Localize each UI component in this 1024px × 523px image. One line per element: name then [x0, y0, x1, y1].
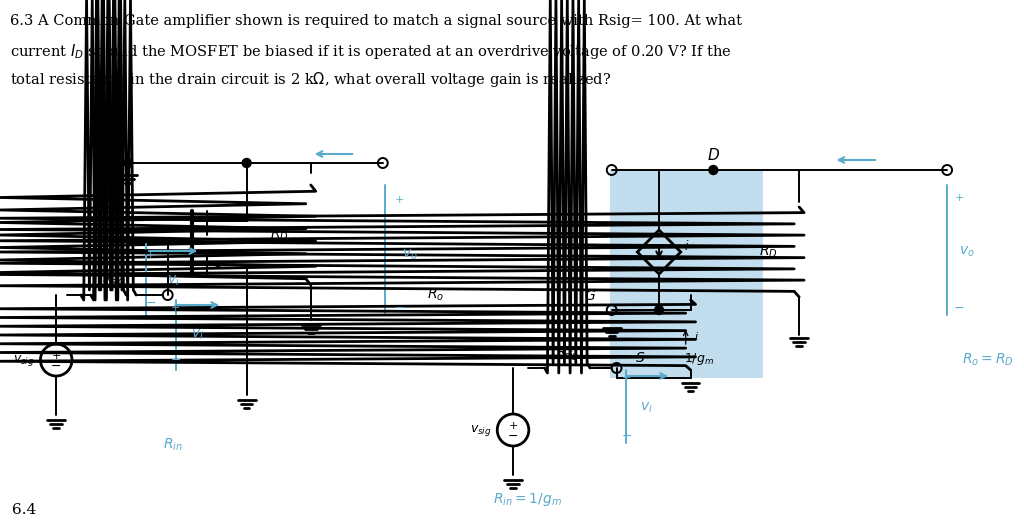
- Text: $v_{sig}$: $v_{sig}$: [13, 353, 35, 368]
- Text: $R_D$: $R_D$: [759, 244, 777, 260]
- Text: +: +: [508, 421, 518, 431]
- Text: 6.3 A Common Gate amplifier shown is required to match a signal source with Rsig: 6.3 A Common Gate amplifier shown is req…: [10, 14, 741, 28]
- Bar: [609, 170, 763, 378]
- Text: $R_{sig}$: $R_{sig}$: [102, 271, 125, 289]
- Text: −: −: [953, 301, 965, 314]
- Text: $v_o$: $v_o$: [401, 248, 418, 262]
- Text: G: G: [585, 289, 595, 303]
- Text: −: −: [394, 301, 404, 314]
- Text: $R_{in} = 1/g_m$: $R_{in} = 1/g_m$: [494, 492, 562, 508]
- Text: $1/g_m$: $1/g_m$: [684, 351, 715, 367]
- Circle shape: [124, 158, 133, 167]
- Text: +: +: [146, 250, 156, 260]
- Text: current $I_D$ should the MOSFET be biased if it is operated at an overdrive volt: current $I_D$ should the MOSFET be biase…: [10, 42, 731, 61]
- Text: $v_i$: $v_i$: [167, 274, 180, 288]
- Text: $v_i$: $v_i$: [640, 401, 652, 415]
- Text: $R_o$: $R_o$: [427, 287, 444, 303]
- Text: i: i: [685, 241, 688, 254]
- Text: +: +: [622, 373, 631, 383]
- Text: +: +: [51, 351, 60, 361]
- Text: +: +: [395, 195, 404, 205]
- Text: S: S: [636, 351, 645, 365]
- Text: −: −: [145, 297, 157, 310]
- Text: D: D: [708, 149, 719, 164]
- Text: 6.4: 6.4: [12, 503, 36, 517]
- Text: $R_{sig}$: $R_{sig}$: [556, 345, 579, 361]
- Text: $v_o$: $v_o$: [959, 245, 975, 259]
- Text: +: +: [171, 303, 180, 313]
- Text: $R_D$: $R_D$: [270, 227, 289, 243]
- Text: +: +: [954, 193, 964, 203]
- Text: i: i: [695, 332, 698, 342]
- Text: −: −: [51, 359, 61, 372]
- Text: $v_i$: $v_i$: [190, 328, 204, 342]
- Text: −: −: [170, 354, 181, 367]
- Text: −: −: [622, 429, 632, 442]
- Text: $R_{in}$: $R_{in}$: [163, 437, 182, 453]
- Text: total resistance in the drain circuit is 2 k$\Omega$, what overall voltage gain : total resistance in the drain circuit is…: [10, 70, 611, 89]
- Circle shape: [243, 158, 251, 167]
- Circle shape: [709, 165, 718, 175]
- Text: $R_o = R_D$: $R_o = R_D$: [962, 352, 1014, 368]
- Text: $v_{sig}$: $v_{sig}$: [470, 423, 492, 438]
- Circle shape: [654, 305, 664, 314]
- Text: −: −: [508, 429, 518, 442]
